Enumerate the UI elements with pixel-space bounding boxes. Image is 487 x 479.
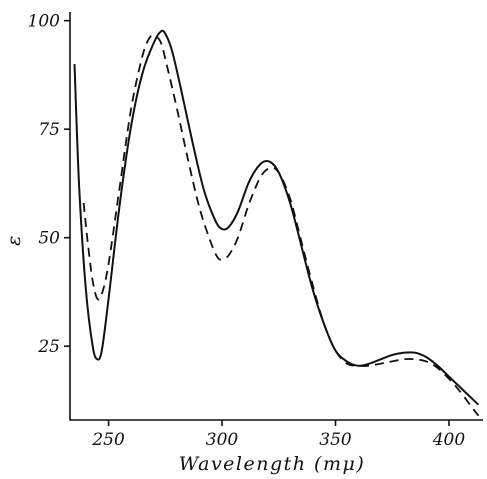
x-tick-label: 350 xyxy=(319,430,352,450)
series-layer xyxy=(73,29,480,417)
axis-ticks xyxy=(64,19,450,426)
y-tick-label: 100 xyxy=(28,12,61,32)
x-tick-label: 300 xyxy=(206,430,239,450)
dashed-series-line xyxy=(82,34,480,417)
x-tick-label: 400 xyxy=(432,430,466,450)
solid-series-line xyxy=(73,29,480,406)
y-tick-label: 25 xyxy=(37,337,60,357)
y-axis-title: ε xyxy=(3,234,25,246)
y-tick-label: 50 xyxy=(38,229,60,249)
x-tick-label: 250 xyxy=(91,430,125,450)
axes xyxy=(69,12,483,421)
tick-labels: 25 50 75 100 250 300 350 400 xyxy=(28,12,466,450)
y-tick-label: 75 xyxy=(38,120,60,140)
x-axis-title: Wavelength (mμ) xyxy=(179,453,366,475)
